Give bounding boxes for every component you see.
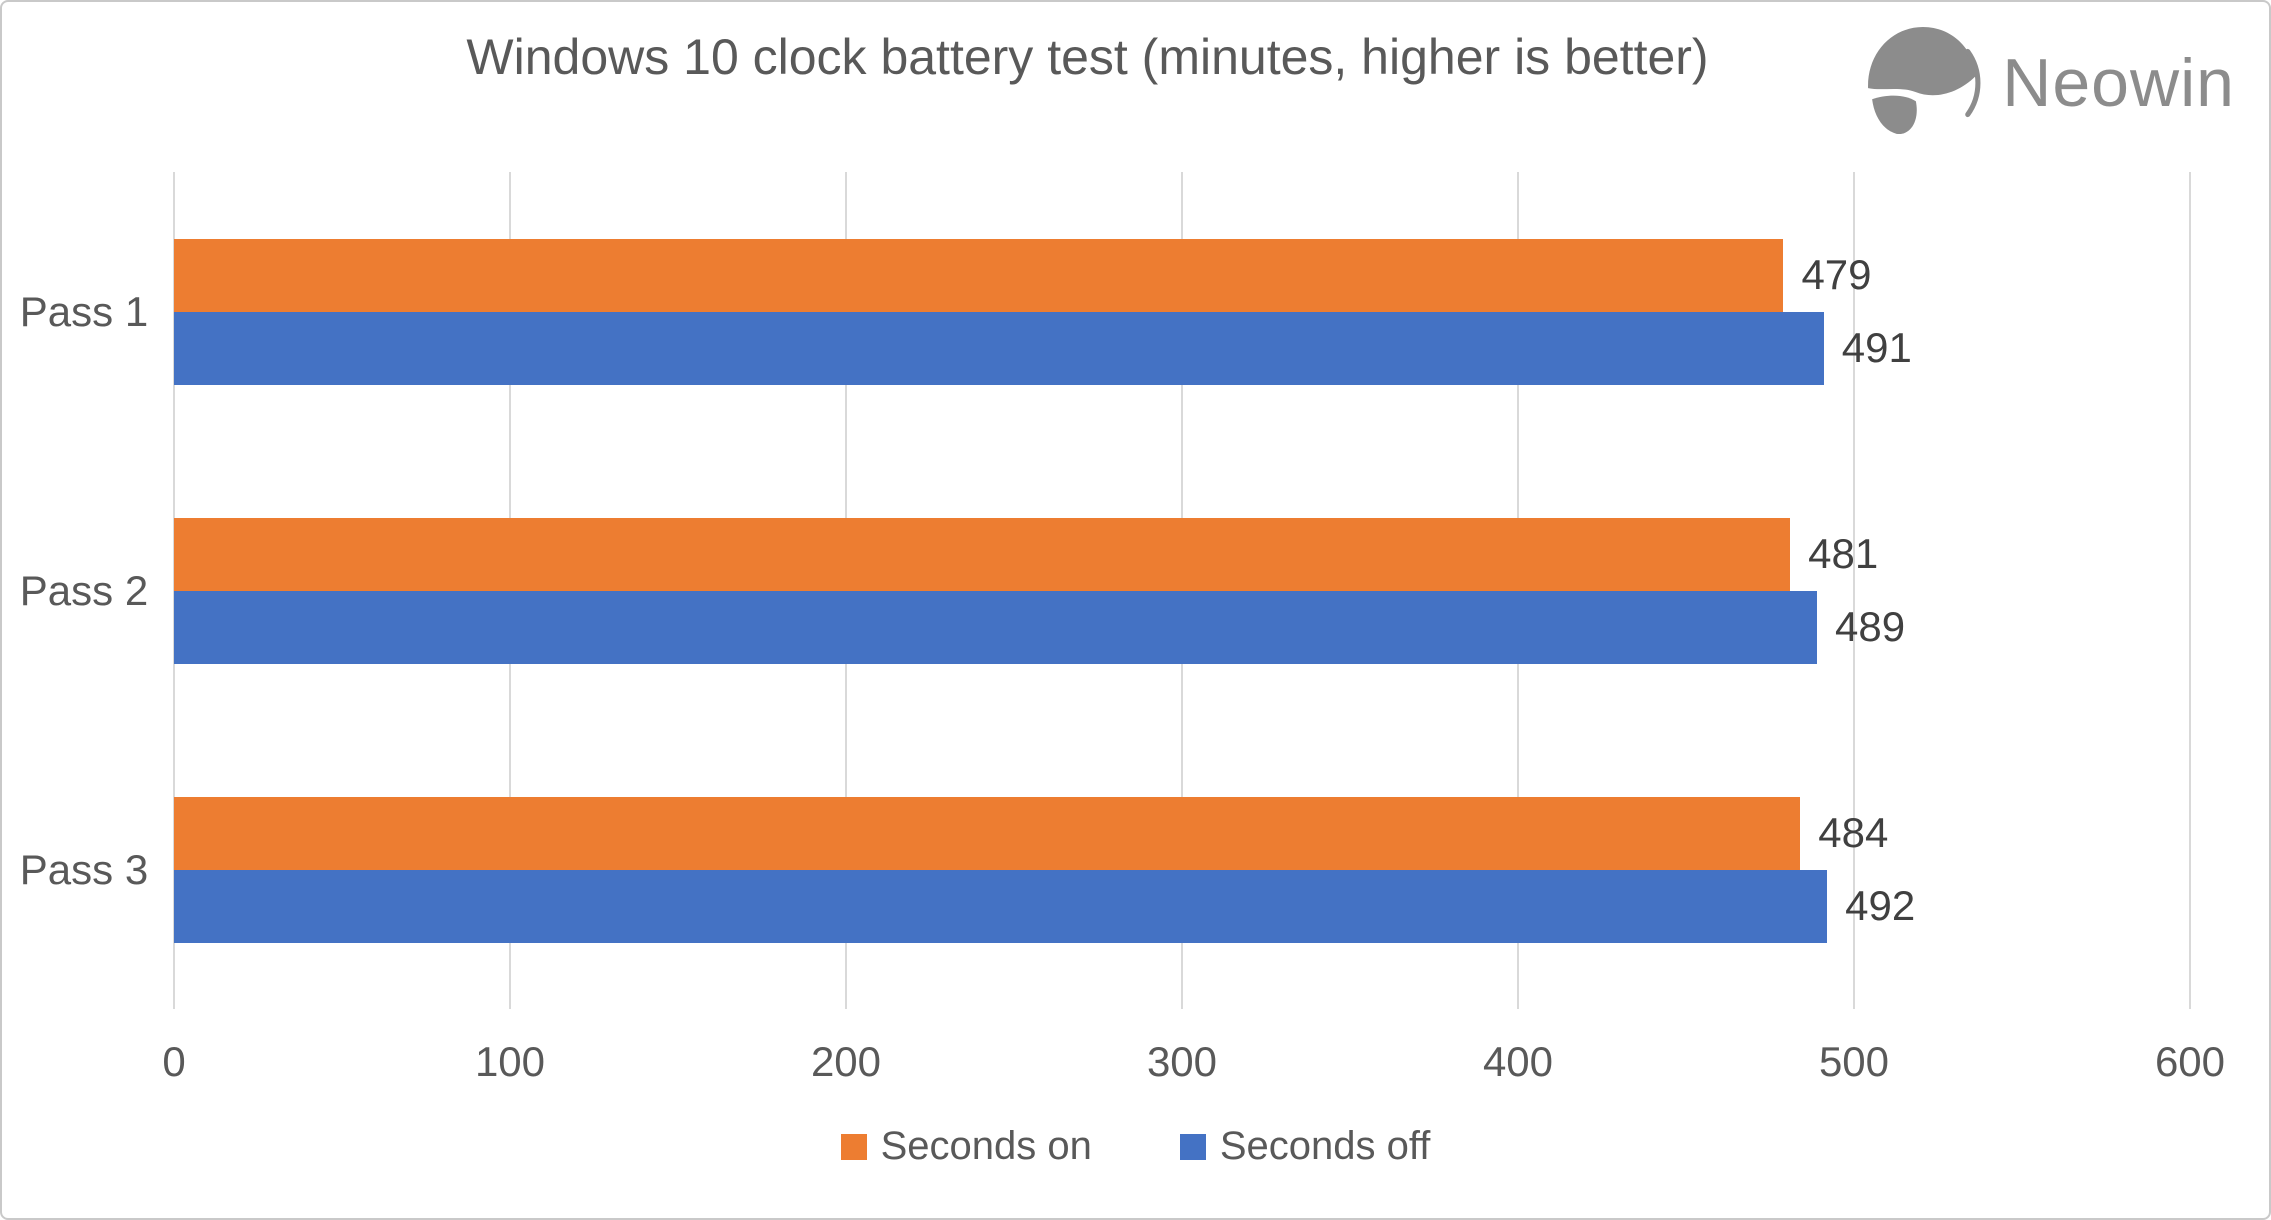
bar-seconds-on	[174, 238, 1784, 312]
bar-seconds-off	[174, 869, 1828, 943]
data-label: 479	[1801, 251, 1872, 298]
x-tick-label-500: 500	[1818, 1038, 1890, 1085]
data-label: 492	[1845, 882, 1916, 929]
data-label: 491	[1841, 324, 1912, 371]
legend-item-seconds-off: Seconds off	[1179, 1124, 1431, 1169]
chart-title: Windows 10 clock battery test (minutes, …	[466, 29, 1709, 85]
bar-seconds-off	[174, 311, 1824, 385]
x-tick-label-300: 300	[1146, 1038, 1218, 1085]
legend-swatch-icon	[840, 1133, 867, 1160]
category-label: Pass 1	[19, 287, 149, 335]
neowin-ball-icon	[1868, 27, 1981, 135]
legend-swatch-icon	[1179, 1133, 1206, 1160]
data-label: 489	[1835, 603, 1906, 650]
x-tick-label-600: 600	[2154, 1038, 2226, 1085]
gridline-600	[2189, 172, 2191, 1009]
bar-seconds-on	[174, 517, 1791, 591]
legend: Seconds on Seconds off	[2, 1124, 2269, 1169]
x-tick-label-100: 100	[474, 1038, 546, 1085]
neowin-logo-text: Neowin	[2002, 45, 2235, 121]
x-tick-label-200: 200	[810, 1038, 882, 1085]
category-label: Pass 3	[19, 845, 149, 893]
bar-seconds-on	[174, 796, 1801, 870]
x-tick-label-400: 400	[1482, 1038, 1554, 1085]
legend-label: Seconds on	[880, 1124, 1092, 1168]
gridline-500	[1853, 172, 1855, 1009]
legend-label: Seconds off	[1219, 1124, 1431, 1168]
legend-item-seconds-on: Seconds on	[840, 1124, 1092, 1169]
bar-seconds-off	[174, 590, 1818, 664]
plot-area: 479 491 481 489 484 492	[173, 172, 2191, 1009]
data-label: 481	[1808, 530, 1879, 577]
category-label: Pass 2	[19, 566, 149, 614]
x-tick-label-0: 0	[162, 1038, 186, 1085]
data-label: 484	[1818, 809, 1889, 856]
neowin-logo: Neowin	[1862, 24, 2235, 142]
